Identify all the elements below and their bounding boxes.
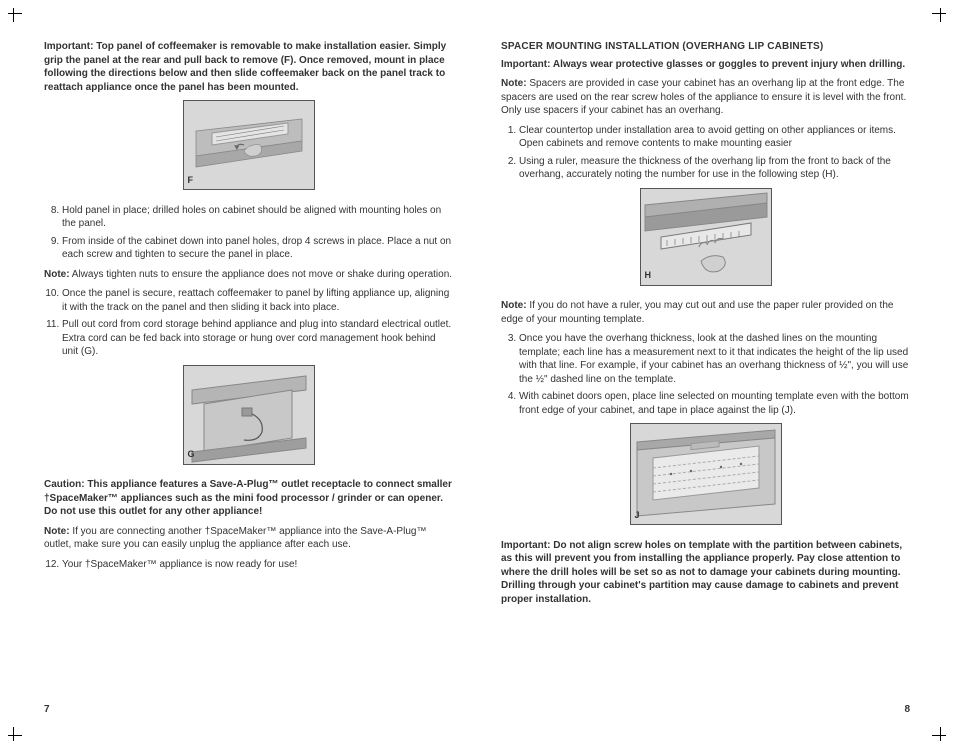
figure-j-wrap: J bbox=[501, 423, 910, 529]
figure-g-label: G bbox=[188, 448, 195, 460]
note-label: Note: bbox=[44, 269, 70, 280]
figure-f-wrap: F bbox=[44, 100, 453, 194]
left-note-2: Note: If you are connecting another †Spa… bbox=[44, 525, 453, 552]
figure-h-label: H bbox=[645, 269, 652, 281]
figure-h: H bbox=[640, 188, 772, 286]
right-steps-1-2: Clear countertop under installation area… bbox=[501, 124, 910, 182]
step-9: From inside of the cabinet down into pan… bbox=[62, 235, 453, 262]
figure-h-wrap: H bbox=[501, 188, 910, 290]
note-text: If you are connecting another †SpaceMake… bbox=[44, 526, 426, 551]
page-number-right: 8 bbox=[904, 704, 910, 715]
figure-g-wrap: G bbox=[44, 365, 453, 469]
note-text: If you do not have a ruler, you may cut … bbox=[501, 300, 893, 325]
left-caution: Caution: This appliance features a Save-… bbox=[44, 478, 453, 519]
right-note-2: Note: If you do not have a ruler, you ma… bbox=[501, 299, 910, 326]
right-steps-3-4: Once you have the overhang thickness, lo… bbox=[501, 332, 910, 417]
figure-g: G bbox=[183, 365, 315, 465]
figure-j: J bbox=[630, 423, 782, 525]
right-column: SPACER MOUNTING INSTALLATION (OVERHANG L… bbox=[501, 40, 910, 612]
right-note-1: Note: Spacers are provided in case your … bbox=[501, 77, 910, 118]
figure-f: F bbox=[183, 100, 315, 190]
left-intro: Important: Top panel of coffeemaker is r… bbox=[44, 40, 453, 94]
note-label: Note: bbox=[501, 300, 527, 311]
figure-h-svg bbox=[641, 189, 771, 285]
left-step-12: Your †SpaceMaker™ appliance is now ready… bbox=[44, 558, 453, 572]
page-number-left: 7 bbox=[44, 704, 50, 715]
crop-mark-tl bbox=[6, 6, 22, 22]
left-steps-10-11: Once the panel is secure, reattach coffe… bbox=[44, 287, 453, 359]
right-important: Important: Always wear protective glasse… bbox=[501, 58, 910, 72]
step-2: Using a ruler, measure the thickness of … bbox=[519, 155, 910, 182]
figure-j-label: J bbox=[635, 509, 640, 521]
note-label: Note: bbox=[501, 78, 527, 89]
step-4: With cabinet doors open, place line sele… bbox=[519, 390, 910, 417]
figure-f-label: F bbox=[188, 174, 194, 186]
left-steps-8-9: Hold panel in place; drilled holes on ca… bbox=[44, 204, 453, 262]
left-column: Important: Top panel of coffeemaker is r… bbox=[44, 40, 453, 612]
crop-mark-bl bbox=[6, 727, 22, 743]
note-label: Note: bbox=[44, 526, 70, 537]
step-10: Once the panel is secure, reattach coffe… bbox=[62, 287, 453, 314]
figure-f-svg bbox=[184, 101, 314, 189]
figure-g-svg bbox=[184, 366, 314, 464]
step-8: Hold panel in place; drilled holes on ca… bbox=[62, 204, 453, 231]
step-12: Your †SpaceMaker™ appliance is now ready… bbox=[62, 558, 453, 572]
note-text: Always tighten nuts to ensure the applia… bbox=[70, 269, 452, 280]
left-note-1: Note: Always tighten nuts to ensure the … bbox=[44, 268, 453, 282]
right-title: SPACER MOUNTING INSTALLATION (OVERHANG L… bbox=[501, 40, 910, 54]
step-11: Pull out cord from cord storage behind a… bbox=[62, 318, 453, 359]
note-text: Spacers are provided in case your cabine… bbox=[501, 78, 906, 116]
right-final-important: Important: Do not align screw holes on t… bbox=[501, 539, 910, 607]
crop-mark-tr bbox=[932, 6, 948, 22]
step-3: Once you have the overhang thickness, lo… bbox=[519, 332, 910, 386]
step-1: Clear countertop under installation area… bbox=[519, 124, 910, 151]
crop-mark-br bbox=[932, 727, 948, 743]
figure-j-svg bbox=[631, 424, 781, 524]
page-spread: Important: Top panel of coffeemaker is r… bbox=[0, 0, 954, 612]
